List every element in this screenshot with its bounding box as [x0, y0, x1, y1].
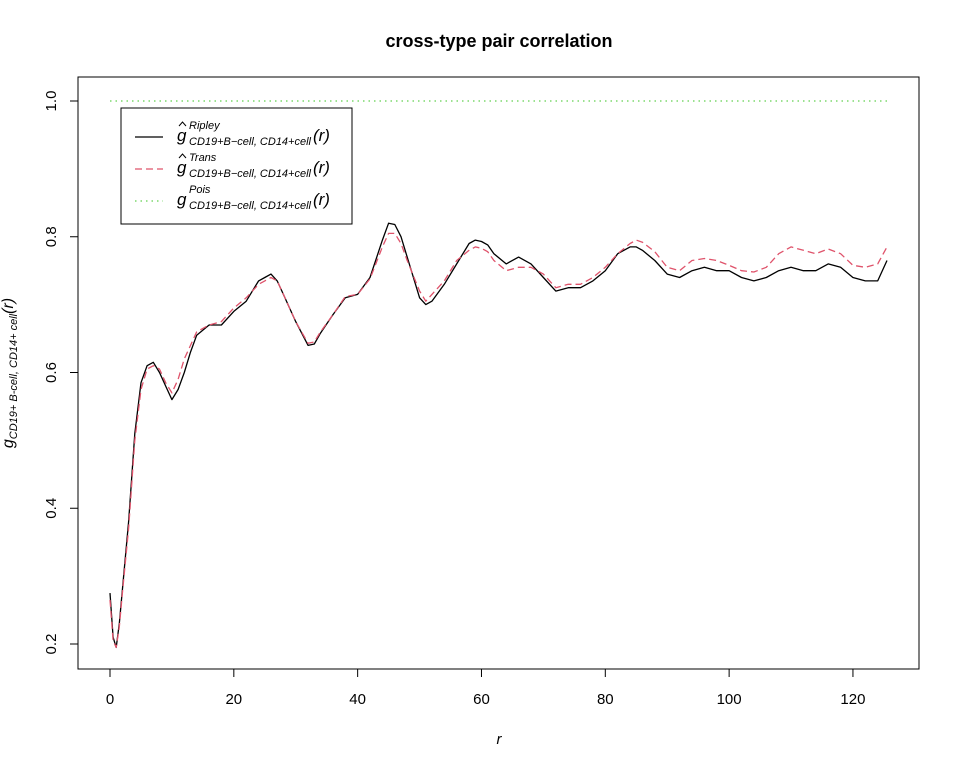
y-tick-label: 0.6	[43, 362, 60, 383]
legend-entries: g Ripley CD19+B−cell, CD14+cell (r) g Trans CD…	[135, 120, 330, 212]
series-line-trans	[109, 232, 888, 649]
x-tick-label: 100	[717, 691, 742, 708]
y-axis-label-sub: CD19+ B-cell, CD14+ cell	[8, 313, 20, 439]
y-tick-label: 0.8	[43, 226, 60, 247]
legend-label-pois: g Pois CD19+B−cell, CD14+cell (r)	[177, 184, 330, 212]
series-line-ripley	[109, 222, 888, 649]
legend-box	[120, 107, 353, 225]
legend-label-trans: g Trans CD19+B−cell, CD14+cell (r)	[177, 152, 330, 180]
legend-label-ripley: g Ripley CD19+B−cell, CD14+cell (r)	[177, 120, 330, 148]
y-tick-label: 0.4	[43, 498, 60, 519]
x-tick-label: 20	[225, 691, 242, 708]
y-axis-label-arg: (r)	[0, 298, 17, 314]
x-tick-label: 0	[106, 691, 114, 708]
x-tick-label: 80	[597, 691, 614, 708]
x-tick-label: 40	[349, 691, 366, 708]
y-axis-label-text: gCD19+ B-cell, CD14+ cell(r)	[0, 298, 20, 448]
y-axis-label-main: g	[0, 439, 17, 448]
x-axis: 0 20 40 60 80 100 120	[106, 668, 865, 708]
y-axis: 0.2 0.4 0.6 0.8 1.0	[43, 91, 79, 655]
y-tick-label: 1.0	[43, 91, 60, 112]
x-tick-label: 120	[840, 691, 865, 708]
x-axis-label: r	[497, 731, 503, 748]
x-tick-label: 60	[473, 691, 490, 708]
legend: g Ripley CD19+B−cell, CD14+cell (r) g Trans CD…	[120, 107, 353, 225]
legend-hat-icon	[178, 121, 187, 127]
legend-hat-icon	[178, 153, 187, 159]
y-tick-label: 0.2	[43, 634, 60, 655]
chart-title: cross-type pair correlation	[385, 31, 612, 51]
series-layer	[109, 100, 888, 649]
y-axis-label: gCD19+ B-cell, CD14+ cell(r)	[0, 298, 20, 448]
